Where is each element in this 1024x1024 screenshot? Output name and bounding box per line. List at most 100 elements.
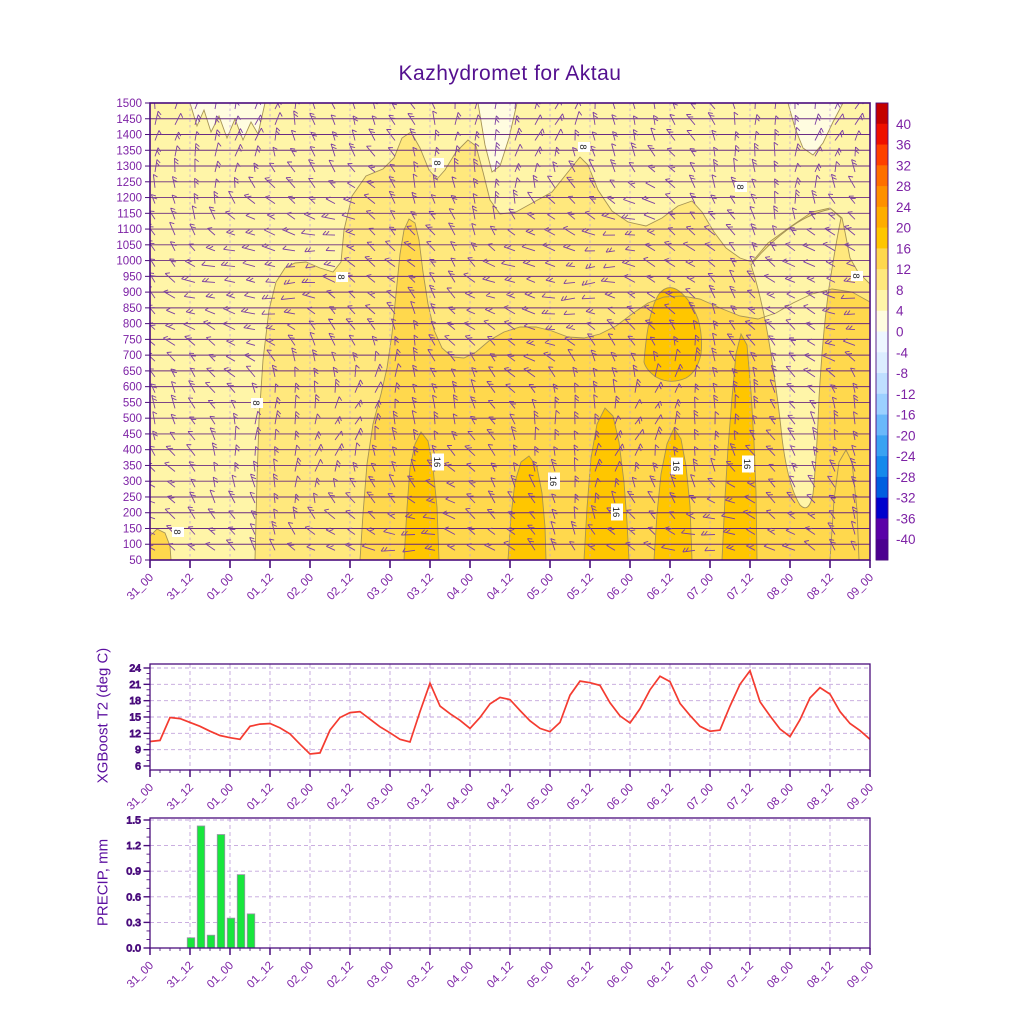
svg-text:31_00: 31_00 xyxy=(125,782,156,813)
colorbar-segment xyxy=(876,352,888,374)
svg-text:750: 750 xyxy=(123,334,142,346)
colorbar-segment xyxy=(876,476,888,499)
svg-text:06_12: 06_12 xyxy=(645,782,676,813)
colorbar-segment xyxy=(876,186,888,208)
svg-text:1050: 1050 xyxy=(116,240,142,252)
svg-text:02_12: 02_12 xyxy=(325,782,356,813)
svg-text:1500: 1500 xyxy=(116,98,142,110)
colorbar-tick-label: 24 xyxy=(896,200,912,215)
svg-text:03_00: 03_00 xyxy=(365,782,396,813)
contour-region-16-20 xyxy=(584,408,629,560)
temperature-panel: 6 9 12 15 18 21 24 xyxy=(129,662,871,777)
svg-text:04_00: 04_00 xyxy=(445,572,476,603)
precip-bar xyxy=(236,874,246,949)
colorbar-segment xyxy=(876,123,888,146)
precip-axis-ticks: 0.0 0.3 0.6 0.9 1.2 1.5 xyxy=(126,814,871,955)
svg-text:01_00: 01_00 xyxy=(205,572,236,603)
colorbar-tick-label: 32 xyxy=(896,158,911,173)
colorbar-tick-label: 28 xyxy=(896,179,911,194)
colorbar-segment xyxy=(876,393,888,416)
precip-bar xyxy=(186,937,196,949)
colorbar-tick-label: -20 xyxy=(896,428,916,443)
svg-text:1.2: 1.2 xyxy=(126,840,141,852)
svg-text:08_12: 08_12 xyxy=(805,782,836,813)
svg-text:01_00: 01_00 xyxy=(205,960,236,991)
svg-text:600: 600 xyxy=(123,382,142,394)
svg-text:04_00: 04_00 xyxy=(445,960,476,991)
colorbar-segment xyxy=(876,373,888,395)
colorbar-tick-label: -32 xyxy=(896,491,916,506)
svg-text:650: 650 xyxy=(123,366,142,378)
colorbar: 4036322824201612840-4-8-12-16-20-24-28-3… xyxy=(875,102,916,561)
svg-text:1200: 1200 xyxy=(116,193,142,205)
contour-region-16-20 xyxy=(722,334,757,560)
svg-text:05_12: 05_12 xyxy=(565,572,596,603)
contour-plot: 8 8 8 8 8 8 8 16 16 16 16 16 1500 1450 1400 1350 1300 125… xyxy=(116,98,871,568)
svg-text:100: 100 xyxy=(123,539,142,551)
svg-text:02_12: 02_12 xyxy=(325,572,356,603)
precip-bars xyxy=(186,825,256,949)
svg-text:1300: 1300 xyxy=(116,161,142,173)
svg-text:8: 8 xyxy=(431,160,442,165)
colorbar-tick-label: 36 xyxy=(896,138,911,153)
svg-text:1150: 1150 xyxy=(117,208,142,220)
svg-text:07_00: 07_00 xyxy=(685,960,716,991)
svg-text:01_00: 01_00 xyxy=(205,782,236,813)
svg-text:8: 8 xyxy=(577,144,588,149)
svg-text:450: 450 xyxy=(123,429,142,441)
svg-text:04_12: 04_12 xyxy=(485,960,516,991)
svg-text:09_00: 09_00 xyxy=(845,960,876,991)
colorbar-tick-label: 0 xyxy=(896,325,904,340)
svg-text:03_12: 03_12 xyxy=(405,960,436,991)
precip-panel: 0.0 0.3 0.6 0.9 1.2 1.5 xyxy=(126,814,871,955)
svg-text:05_12: 05_12 xyxy=(565,782,596,813)
svg-text:31_12: 31_12 xyxy=(165,782,196,813)
svg-text:06_00: 06_00 xyxy=(605,782,636,813)
svg-text:300: 300 xyxy=(123,476,142,488)
svg-text:16: 16 xyxy=(547,476,558,487)
colorbar-segment xyxy=(876,206,888,229)
precip-gridlines xyxy=(150,818,870,948)
svg-text:1450: 1450 xyxy=(116,114,142,126)
colorbar-segment xyxy=(876,456,888,478)
svg-text:1000: 1000 xyxy=(116,256,142,268)
colorbar-segment xyxy=(876,289,888,312)
svg-text:18: 18 xyxy=(129,695,141,707)
svg-text:1350: 1350 xyxy=(116,145,142,157)
svg-text:03_00: 03_00 xyxy=(365,572,396,603)
svg-text:21: 21 xyxy=(129,679,141,691)
contour-region-16-20 xyxy=(508,456,546,560)
svg-text:02_12: 02_12 xyxy=(325,960,356,991)
svg-text:07_12: 07_12 xyxy=(725,960,756,991)
contour-time-labels: 31_00 31_12 01_00 01_12 02_00 02_12 03_00 03_12… xyxy=(125,572,876,603)
contour-region-16-20 xyxy=(644,287,702,382)
svg-text:08_00: 08_00 xyxy=(765,782,796,813)
svg-text:02_00: 02_00 xyxy=(285,782,316,813)
colorbar-tick-label: -4 xyxy=(896,345,908,360)
svg-text:8: 8 xyxy=(335,274,346,279)
svg-text:1250: 1250 xyxy=(116,177,142,189)
svg-text:8: 8 xyxy=(850,273,861,278)
colorbar-tick-label: 8 xyxy=(896,283,904,298)
colorbar-tick-label: -8 xyxy=(896,366,908,381)
svg-text:08_00: 08_00 xyxy=(765,572,796,603)
svg-text:08_12: 08_12 xyxy=(805,572,836,603)
svg-text:05_00: 05_00 xyxy=(525,782,556,813)
svg-text:04_12: 04_12 xyxy=(485,782,516,813)
svg-text:09_00: 09_00 xyxy=(845,782,876,813)
pressure-tick-labels: 1500 1450 1400 1350 1300 1250 1200 1150 1100 1050… xyxy=(116,98,150,567)
svg-text:950: 950 xyxy=(123,271,142,283)
colorbar-segment xyxy=(876,103,888,125)
colorbar-tick-label: -24 xyxy=(896,449,916,464)
colorbar-tick-label: 16 xyxy=(896,241,911,256)
temp-gridlines xyxy=(150,664,870,770)
svg-text:07_00: 07_00 xyxy=(685,782,716,813)
colorbar-tick-label: -40 xyxy=(896,532,916,547)
svg-text:06_00: 06_00 xyxy=(605,572,636,603)
svg-text:800: 800 xyxy=(123,319,142,331)
precip-time-labels: 31_00 31_12 01_00 01_12 02_00 02_12 03_00 03_12… xyxy=(125,960,876,991)
contour-axis-ticks xyxy=(149,560,871,568)
colorbar-segment xyxy=(876,248,888,270)
svg-text:0.0: 0.0 xyxy=(126,943,141,955)
